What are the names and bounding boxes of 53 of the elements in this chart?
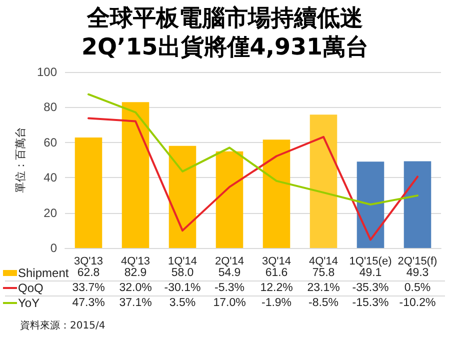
data-label: -30.1% bbox=[164, 282, 201, 294]
data-label: 33.7% bbox=[72, 282, 105, 294]
x-tick-label: 4Q'14 bbox=[308, 256, 338, 268]
chart-title: 全球平板電腦市場持續低迷 bbox=[86, 4, 363, 32]
data-label: 37.1% bbox=[119, 297, 152, 309]
bar bbox=[74, 137, 102, 248]
data-label: 62.8 bbox=[77, 267, 100, 279]
x-tick-label: 1Q'14 bbox=[168, 256, 198, 268]
bar bbox=[404, 161, 432, 248]
data-label: 49.3 bbox=[406, 267, 429, 279]
data-label: 82.9 bbox=[124, 267, 147, 279]
data-label: -35.3% bbox=[352, 282, 389, 294]
x-tick-label: 1Q'15(e) bbox=[349, 256, 392, 268]
data-label: 3.5% bbox=[169, 297, 196, 309]
bar bbox=[356, 162, 384, 248]
bar bbox=[168, 146, 196, 248]
y-axis-title: 單位：百萬台 bbox=[14, 127, 28, 193]
data-label: 23.1% bbox=[307, 282, 340, 294]
y-tick-label: 100 bbox=[36, 65, 58, 79]
data-label: -10.2% bbox=[399, 297, 436, 309]
data-label: 17.0% bbox=[213, 297, 246, 309]
y-tick-label: 20 bbox=[44, 206, 58, 220]
data-label: 61.6 bbox=[265, 267, 288, 279]
legend-label: YoY bbox=[18, 296, 40, 310]
data-label: 12.2% bbox=[260, 282, 293, 294]
x-tick-label: 3Q'14 bbox=[262, 256, 292, 268]
chart-subtitle: 2Q’15出貨將僅4,931萬台 bbox=[81, 34, 369, 60]
legend-label: QoQ bbox=[18, 281, 44, 295]
data-label: 47.3% bbox=[72, 297, 105, 309]
y-tick-label: 60 bbox=[44, 135, 58, 150]
y-tick-label: 80 bbox=[44, 100, 58, 114]
y-tick-label: 0 bbox=[50, 241, 58, 255]
bar bbox=[310, 114, 338, 248]
x-tick-label: 2Q'14 bbox=[214, 256, 244, 268]
bar bbox=[262, 140, 290, 248]
data-label: -5.3% bbox=[214, 282, 245, 294]
data-label: 54.9 bbox=[218, 267, 241, 279]
legend-label: Shipment bbox=[18, 266, 70, 280]
data-label: 75.8 bbox=[312, 267, 335, 279]
y-tick-label: 40 bbox=[44, 170, 58, 185]
data-label: 32.0% bbox=[119, 282, 152, 294]
data-label: 58.0 bbox=[171, 267, 194, 279]
data-label: 0.5% bbox=[404, 282, 431, 294]
data-label: -1.9% bbox=[261, 297, 292, 309]
bar bbox=[122, 102, 150, 248]
x-tick-label: 4Q'13 bbox=[120, 256, 150, 268]
data-label: -8.5% bbox=[308, 297, 339, 309]
bar bbox=[216, 151, 244, 248]
data-label: 49.1 bbox=[359, 267, 382, 279]
x-tick-label: 2Q'15(f) bbox=[398, 256, 438, 268]
source-note: 資料來源：2015/4 bbox=[20, 320, 106, 332]
x-tick-label: 3Q'13 bbox=[74, 256, 104, 268]
data-label: -15.3% bbox=[352, 297, 389, 309]
